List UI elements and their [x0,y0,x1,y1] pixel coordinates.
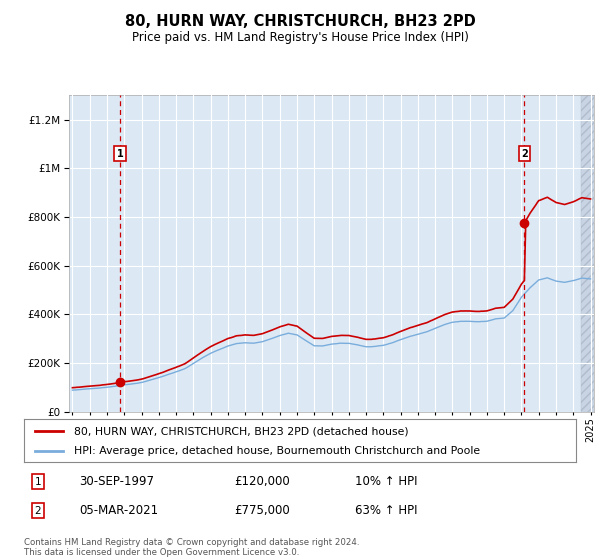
Text: 1: 1 [34,477,41,487]
Text: Contains HM Land Registry data © Crown copyright and database right 2024.
This d: Contains HM Land Registry data © Crown c… [24,538,359,557]
Text: 10% ↑ HPI: 10% ↑ HPI [355,475,418,488]
Text: £775,000: £775,000 [234,505,290,517]
Text: 2: 2 [521,148,528,158]
Bar [581,95,600,412]
Text: 1: 1 [116,148,124,158]
Text: 30-SEP-1997: 30-SEP-1997 [79,475,154,488]
Text: Price paid vs. HM Land Registry's House Price Index (HPI): Price paid vs. HM Land Registry's House … [131,31,469,44]
Text: HPI: Average price, detached house, Bournemouth Christchurch and Poole: HPI: Average price, detached house, Bour… [74,446,480,456]
Text: 80, HURN WAY, CHRISTCHURCH, BH23 2PD (detached house): 80, HURN WAY, CHRISTCHURCH, BH23 2PD (de… [74,426,409,436]
Text: 80, HURN WAY, CHRISTCHURCH, BH23 2PD: 80, HURN WAY, CHRISTCHURCH, BH23 2PD [125,14,475,29]
Text: 63% ↑ HPI: 63% ↑ HPI [355,505,418,517]
Text: 2: 2 [34,506,41,516]
Text: £120,000: £120,000 [234,475,290,488]
Text: 05-MAR-2021: 05-MAR-2021 [79,505,158,517]
